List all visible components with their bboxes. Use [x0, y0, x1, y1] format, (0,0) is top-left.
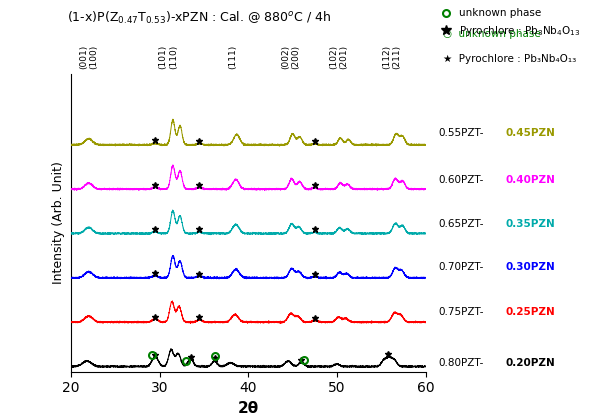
Text: 0.20PZN: 0.20PZN: [505, 358, 555, 368]
Text: 0.60PZT-: 0.60PZT-: [439, 175, 484, 185]
Text: 0.25PZN: 0.25PZN: [505, 306, 555, 317]
Text: (002)
(200): (002) (200): [281, 45, 300, 69]
Text: ○  unknown phase: ○ unknown phase: [443, 29, 541, 39]
Text: 0.40PZN: 0.40PZN: [505, 175, 555, 185]
Text: (101)
(110): (101) (110): [159, 45, 178, 69]
Text: ★  Pyrochlore : Pb₃Nb₄O₁₃: ★ Pyrochlore : Pb₃Nb₄O₁₃: [443, 54, 576, 64]
Legend: unknown phase, Pyrochlore : Pb$_3$Nb$_4$O$_{13}$: unknown phase, Pyrochlore : Pb$_3$Nb$_4$…: [437, 4, 585, 42]
Text: (001)
(100): (001) (100): [79, 45, 98, 69]
Text: (102)
(201): (102) (201): [329, 45, 348, 69]
Text: (112)
(211): (112) (211): [382, 45, 401, 69]
Text: (111): (111): [228, 45, 237, 69]
Text: (1-x)P(Z$_{0.47}$T$_{0.53}$)-xPZN : Cal. @ 880$^o$C / 4h: (1-x)P(Z$_{0.47}$T$_{0.53}$)-xPZN : Cal.…: [67, 9, 332, 26]
Text: 0.30PZN: 0.30PZN: [505, 262, 555, 272]
Y-axis label: Intensity (Arb. Unit): Intensity (Arb. Unit): [53, 161, 66, 285]
Text: 0.65PZT-: 0.65PZT-: [439, 219, 484, 229]
X-axis label: 2θ: 2θ: [238, 401, 259, 413]
Text: 0.80PZT-: 0.80PZT-: [439, 358, 484, 368]
Text: 0.45PZN: 0.45PZN: [505, 128, 555, 138]
Text: 0.55PZT-: 0.55PZT-: [439, 128, 484, 138]
Text: 0.35PZN: 0.35PZN: [505, 219, 555, 229]
Text: 0.70PZT-: 0.70PZT-: [439, 262, 484, 272]
Text: 0.75PZT-: 0.75PZT-: [439, 306, 484, 317]
